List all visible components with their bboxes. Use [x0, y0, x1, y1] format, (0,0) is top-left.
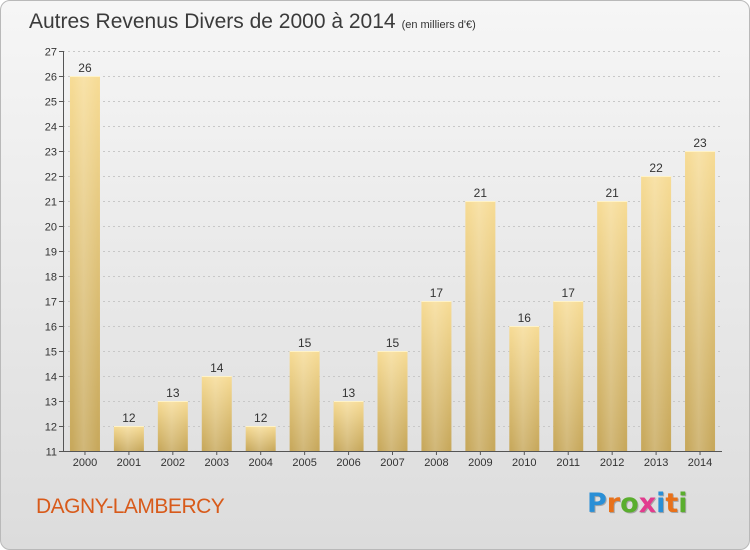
y-tick-label: 11	[46, 447, 57, 459]
logo-letter: i	[656, 488, 666, 519]
bars	[69, 76, 716, 451]
proxiti-logo[interactable]: Proxiti	[587, 488, 688, 519]
y-tick-label: 13	[45, 397, 57, 409]
bar-shine	[643, 177, 670, 451]
axes	[59, 51, 722, 455]
data-label: 22	[649, 161, 663, 175]
logo-letter: x	[638, 488, 657, 519]
y-tick-label: 20	[45, 222, 57, 234]
labels: 11 12 13 14 15 16 17 18 19 20 21 22 23 24 25 26 27 26 2000…	[45, 47, 713, 470]
x-tick-label: 2011	[556, 457, 580, 469]
chart-title-unit: (en milliers d'€)	[401, 19, 476, 31]
logo-letter: P	[587, 488, 607, 519]
y-tick-label: 16	[45, 322, 57, 334]
y-tick-label: 21	[45, 197, 57, 209]
bar-shine	[687, 152, 714, 451]
bar-shine	[291, 352, 318, 451]
bar-shine	[423, 302, 450, 451]
data-label: 21	[474, 186, 488, 200]
x-tick-label: 2004	[248, 457, 272, 469]
chart-title: Autres Revenus Divers de 2000 à 2014 (en …	[29, 10, 476, 34]
logo-letter: i	[678, 488, 688, 519]
bar-shine	[159, 402, 186, 451]
logo-letter: r	[606, 488, 621, 519]
y-tick-label: 24	[45, 122, 57, 134]
bar-shine	[203, 377, 230, 451]
data-label: 12	[254, 411, 268, 425]
x-tick-label: 2012	[600, 457, 624, 469]
data-label: 15	[298, 336, 312, 350]
y-tick-label: 12	[45, 422, 57, 434]
logo-letter: o	[620, 488, 639, 519]
x-tick-label: 2010	[512, 457, 536, 469]
data-label: 13	[342, 386, 356, 400]
x-tick-label: 2007	[380, 457, 404, 469]
data-label: 21	[605, 186, 619, 200]
bar-shine	[467, 202, 494, 451]
bar-shine	[379, 352, 406, 451]
y-tick-label: 14	[45, 372, 57, 384]
x-tick-label: 2001	[117, 457, 141, 469]
data-label: 17	[430, 286, 444, 300]
y-tick-label: 25	[45, 97, 57, 109]
data-label: 17	[562, 286, 576, 300]
bar-shine	[115, 427, 142, 451]
data-label: 23	[693, 136, 707, 150]
x-tick-label: 2003	[205, 457, 229, 469]
x-tick-label: 2009	[468, 457, 492, 469]
bar-shine	[511, 327, 538, 451]
data-label: 26	[78, 61, 92, 75]
y-tick-label: 23	[45, 147, 57, 159]
y-tick-label: 26	[45, 72, 57, 84]
y-tick-label: 18	[45, 272, 57, 284]
x-tick-label: 2014	[688, 457, 712, 469]
chart-title-text: Autres Revenus Divers de 2000 à 2014	[29, 10, 396, 33]
bar-shine	[71, 77, 98, 451]
y-tick-label: 22	[45, 172, 57, 184]
bar-shine	[247, 427, 274, 451]
y-tick-label: 15	[45, 347, 57, 359]
y-tick-label: 19	[45, 247, 57, 259]
x-tick-label: 2000	[73, 457, 97, 469]
data-label: 15	[386, 336, 400, 350]
bar-shine	[599, 202, 626, 451]
bar-shine	[335, 402, 362, 451]
data-label: 12	[122, 411, 136, 425]
data-label: 16	[518, 311, 532, 325]
x-tick-label: 2013	[644, 457, 668, 469]
data-label: 13	[166, 386, 180, 400]
data-label: 14	[210, 361, 224, 375]
x-tick-label: 2005	[292, 457, 316, 469]
x-tick-label: 2008	[424, 457, 448, 469]
logo-letter: t	[665, 488, 679, 519]
y-tick-label: 27	[45, 47, 57, 59]
bar-shine	[555, 302, 582, 451]
x-tick-label: 2006	[336, 457, 360, 469]
x-tick-label: 2002	[161, 457, 185, 469]
town-name: DAGNY-LAMBERCY	[36, 495, 225, 518]
y-tick-label: 17	[45, 297, 57, 309]
